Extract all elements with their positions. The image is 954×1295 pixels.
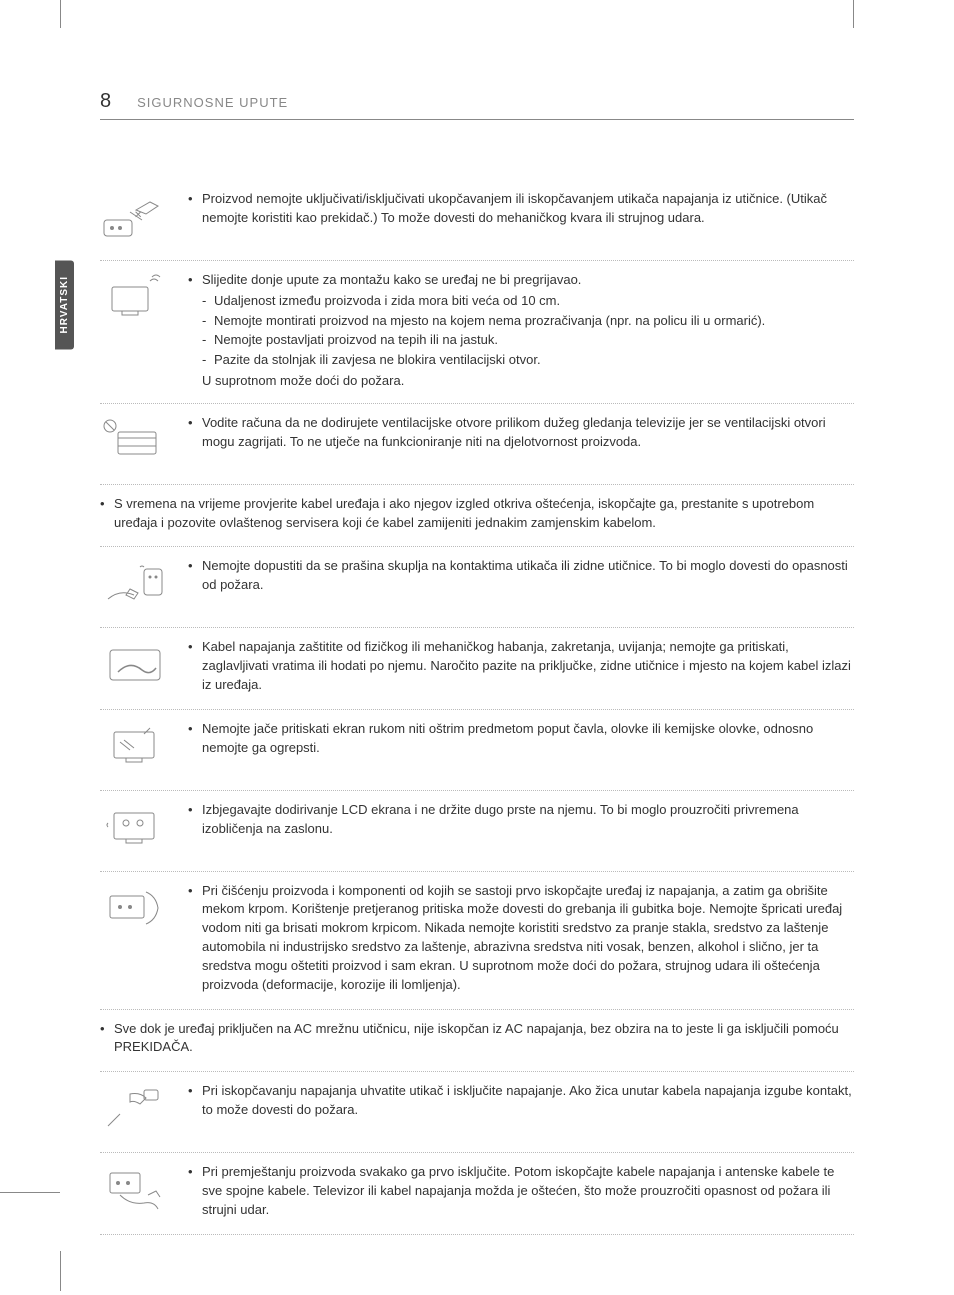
row-icon [100, 557, 180, 615]
bullet-text: Slijedite donje upute za montažu kako se… [188, 271, 854, 290]
svg-text:✕: ✕ [134, 210, 142, 221]
instruction-row: Slijedite donje upute za montažu kako se… [100, 261, 854, 404]
bullet-text: Sve dok je uređaj priključen na AC mrežn… [100, 1020, 854, 1058]
instruction-row: ✕ Proizvod nemojte uključivati/isključiv… [100, 180, 854, 261]
bullet-text: Kabel napajanja zaštitite od fizičkog il… [188, 638, 854, 695]
row-icon [100, 414, 180, 472]
bullet-text: S vremena na vrijeme provjerite kabel ur… [100, 495, 854, 533]
row-content: Nemojte dopustiti da se prašina skuplja … [180, 557, 854, 597]
instruction-row: Vodite računa da ne dodirujete ventilaci… [100, 404, 854, 485]
instruction-row: Pri iskopčavanju napajanja uhvatite utik… [100, 1072, 854, 1153]
row-content: Izbjegavajte dodirivanje LCD ekrana i ne… [180, 801, 854, 841]
row-icon [100, 1082, 180, 1140]
row-content: Pri iskopčavanju napajanja uhvatite utik… [180, 1082, 854, 1122]
page-header: 8 SIGURNOSNE UPUTE [100, 90, 854, 120]
instruction-row: Pri premještanju proizvoda svakako ga pr… [100, 1153, 854, 1235]
bullet-text: Pri premještanju proizvoda svakako ga pr… [188, 1163, 854, 1220]
bullet-text: Pri iskopčavanju napajanja uhvatite utik… [188, 1082, 854, 1120]
bullet-text: Nemojte jače pritiskati ekran rukom niti… [188, 720, 854, 758]
row-icon [100, 801, 180, 859]
instruction-row: Kabel napajanja zaštitite od fizičkog il… [100, 628, 854, 710]
row-content: Sve dok je uređaj priključen na AC mrežn… [100, 1020, 854, 1060]
row-icon [100, 1163, 180, 1221]
sub-text: Udaljenost između proizvoda i zida mora … [202, 292, 854, 311]
row-icon: ✕ [100, 190, 180, 248]
page-number: 8 [100, 90, 111, 113]
sub-text: Nemojte montirati proizvod na mjesto na … [202, 312, 854, 331]
row-icon [100, 720, 180, 778]
row-content: Kabel napajanja zaštitite od fizičkog il… [180, 638, 854, 697]
page-container: 8 SIGURNOSNE UPUTE ✕ Proizvod nemojte uk… [0, 0, 954, 1295]
instruction-row: Sve dok je uređaj priključen na AC mrežn… [100, 1010, 854, 1073]
instruction-row: Pri čišćenju proizvoda i komponenti od k… [100, 872, 854, 1010]
header-title: SIGURNOSNE UPUTE [137, 95, 288, 110]
row-icon [100, 638, 180, 696]
instruction-row: Izbjegavajte dodirivanje LCD ekrana i ne… [100, 791, 854, 872]
bullet-text: Vodite računa da ne dodirujete ventilaci… [188, 414, 854, 452]
row-content: Pri čišćenju proizvoda i komponenti od k… [180, 882, 854, 997]
row-content: S vremena na vrijeme provjerite kabel ur… [100, 495, 854, 535]
row-content: Pri premještanju proizvoda svakako ga pr… [180, 1163, 854, 1222]
bullet-text: Pri čišćenju proizvoda i komponenti od k… [188, 882, 854, 995]
bullet-text: Nemojte dopustiti da se prašina skuplja … [188, 557, 854, 595]
instruction-row: S vremena na vrijeme provjerite kabel ur… [100, 485, 854, 548]
row-icon [100, 271, 180, 329]
after-text: U suprotnom može doći do požara. [202, 372, 854, 391]
row-content: Proizvod nemojte uključivati/isključivat… [180, 190, 854, 230]
sub-text: Pazite da stolnjak ili zavjesa ne blokir… [202, 351, 854, 370]
bullet-text: Proizvod nemojte uključivati/isključivat… [188, 190, 854, 228]
row-content: Vodite računa da ne dodirujete ventilaci… [180, 414, 854, 454]
row-icon [100, 882, 180, 940]
sub-text: Nemojte postavljati proizvod na tepih il… [202, 331, 854, 350]
instruction-row: Nemojte dopustiti da se prašina skuplja … [100, 547, 854, 628]
instruction-row: Nemojte jače pritiskati ekran rukom niti… [100, 710, 854, 791]
row-content: Nemojte jače pritiskati ekran rukom niti… [180, 720, 854, 760]
bullet-text: Izbjegavajte dodirivanje LCD ekrana i ne… [188, 801, 854, 839]
row-content: Slijedite donje upute za montažu kako se… [180, 271, 854, 391]
